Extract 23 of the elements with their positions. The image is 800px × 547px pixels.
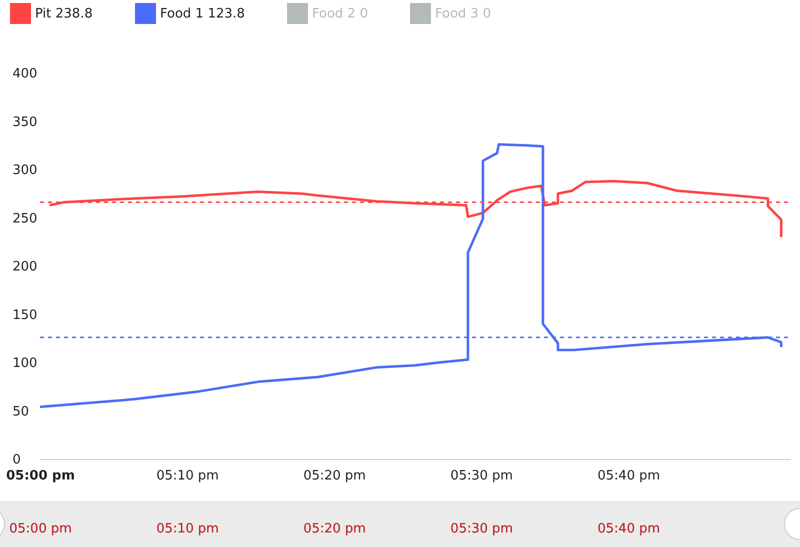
text: 05:10 pm [156,522,219,536]
legend-label: Pit 238.8 [35,6,93,22]
x-tick-label: 05:30 pm [450,468,513,484]
y-tick-label: 350 [12,114,38,130]
text: 05:40 pm [598,522,660,536]
y-tick-label: 100 [12,356,38,371]
y-tick-label: 250 [12,211,38,226]
y-tick-label: 0 [12,452,21,468]
text: 05:30 pm [450,522,513,536]
legend-label: Food 2 0 [312,6,368,22]
x-tick-label: 05:20 pm [303,468,366,484]
x-tick-label: 05:10 pm [156,468,219,484]
text: 05:00 pm [9,522,72,536]
text: 05:20 pm [303,522,366,536]
legend-label: Food 3 0 [435,6,491,22]
legend-label: Food 1 123.8 [160,6,245,22]
y-tick-label: 400 [12,66,38,82]
y-tick-label: 300 [12,163,38,178]
y-tick-label: 50 [12,404,30,420]
x-tick-label: 05:00 pm [6,468,75,484]
y-tick-label: 150 [12,308,38,323]
y-tick-label: 200 [12,260,38,274]
x-tick-label: 05:40 pm [598,468,660,484]
